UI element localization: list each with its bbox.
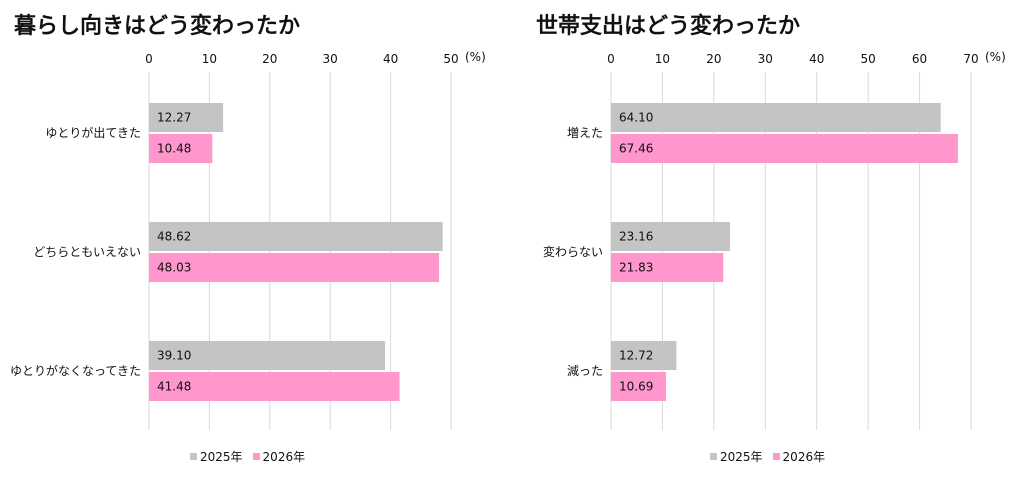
data-label: 48.62 [157,230,191,244]
x-tick-label: 30 [758,52,773,66]
data-label: 41.48 [157,380,191,394]
bar-2026 [149,134,213,163]
bar-2026 [611,253,724,282]
x-tick-label: 0 [607,52,615,66]
legend-item-2026: 2026年 [772,448,826,465]
axis-unit-label: (%) [465,50,486,64]
legend-item-2025: 2025年 [710,448,763,465]
bar-2025 [611,103,941,132]
legend-item-2026: 2026年 [252,448,306,465]
legend-label-2026: 2026年 [262,450,306,464]
x-tick-label: 10 [202,52,217,66]
bar-2026 [611,134,958,163]
chart-panel-living: 暮らし向きはどう変わったか 0 10 20 30 40 50 (%) ゆとりが出てきた 12.2… [10,14,486,465]
category-label: どちらともいえない [33,245,141,259]
legend-swatch-2026 [252,453,260,460]
data-label: 12.27 [157,111,191,125]
chart-spending-svg: 0 10 20 30 40 50 60 70 (%) 増えた 64.10 67.46 変わらない 23.1… [543,50,1006,430]
x-tick-label: 40 [809,52,824,66]
bar-2026 [611,372,666,401]
axis-unit-label: (%) [985,50,1006,64]
x-tick-label: 60 [912,52,927,66]
x-tick-label: 50 [861,52,876,66]
x-tick-label: 70 [963,52,978,66]
category-label: ゆとりが出てきた [45,125,141,140]
category-label: 減った [567,363,603,378]
legend: 2025年 2026年 [190,448,311,465]
legend-item-2025: 2025年 [190,448,243,465]
bar-2025 [149,341,386,370]
bar-2026 [149,372,400,401]
x-tick-label: 0 [145,52,153,66]
category-label: 増えた [567,126,603,140]
category-label: ゆとりがなくなってきた [10,363,141,378]
data-label: 64.10 [619,111,653,125]
x-tick-label: 20 [706,52,721,66]
x-tick-label: 50 [443,52,458,66]
legend-label-2026: 2026年 [782,450,826,464]
data-label: 67.46 [619,142,653,156]
chart-panel-spending: 世帯支出はどう変わったか 0 10 20 30 40 50 60 70 (%) 増えた 64.10 6… [512,0,1024,482]
bar-2025 [611,222,731,251]
legend-swatch-2026 [772,453,780,460]
bar-2025 [149,103,224,132]
legend-label-2025: 2025年 [720,450,763,464]
chart-title: 暮らし向きはどう変わったか [14,14,301,39]
category-label: 変わらない [543,244,603,259]
data-label: 10.48 [157,142,191,156]
bar-2025 [149,222,443,251]
legend-swatch-2025 [710,453,717,460]
legend: 2025年 2026年 [710,448,831,465]
legend-swatch-2025 [190,453,197,460]
data-label: 10.69 [619,380,653,394]
data-label: 39.10 [157,349,191,363]
x-tick-label: 10 [655,52,670,66]
data-label: 21.83 [619,261,653,275]
data-label: 23.16 [619,230,653,244]
data-label: 48.03 [157,261,191,275]
x-tick-label: 40 [383,52,398,66]
x-tick-label: 30 [323,52,338,66]
chart-living-svg: 0 10 20 30 40 50 (%) ゆとりが出てきた 12.27 10.48 どちらともいえな… [10,50,486,430]
legend-label-2025: 2025年 [200,450,243,464]
x-tick-label: 20 [262,52,277,66]
chart-title: 世帯支出はどう変わったか [536,14,801,39]
bar-2025 [611,341,677,370]
bar-2026 [149,253,440,282]
data-label: 12.72 [619,349,653,363]
